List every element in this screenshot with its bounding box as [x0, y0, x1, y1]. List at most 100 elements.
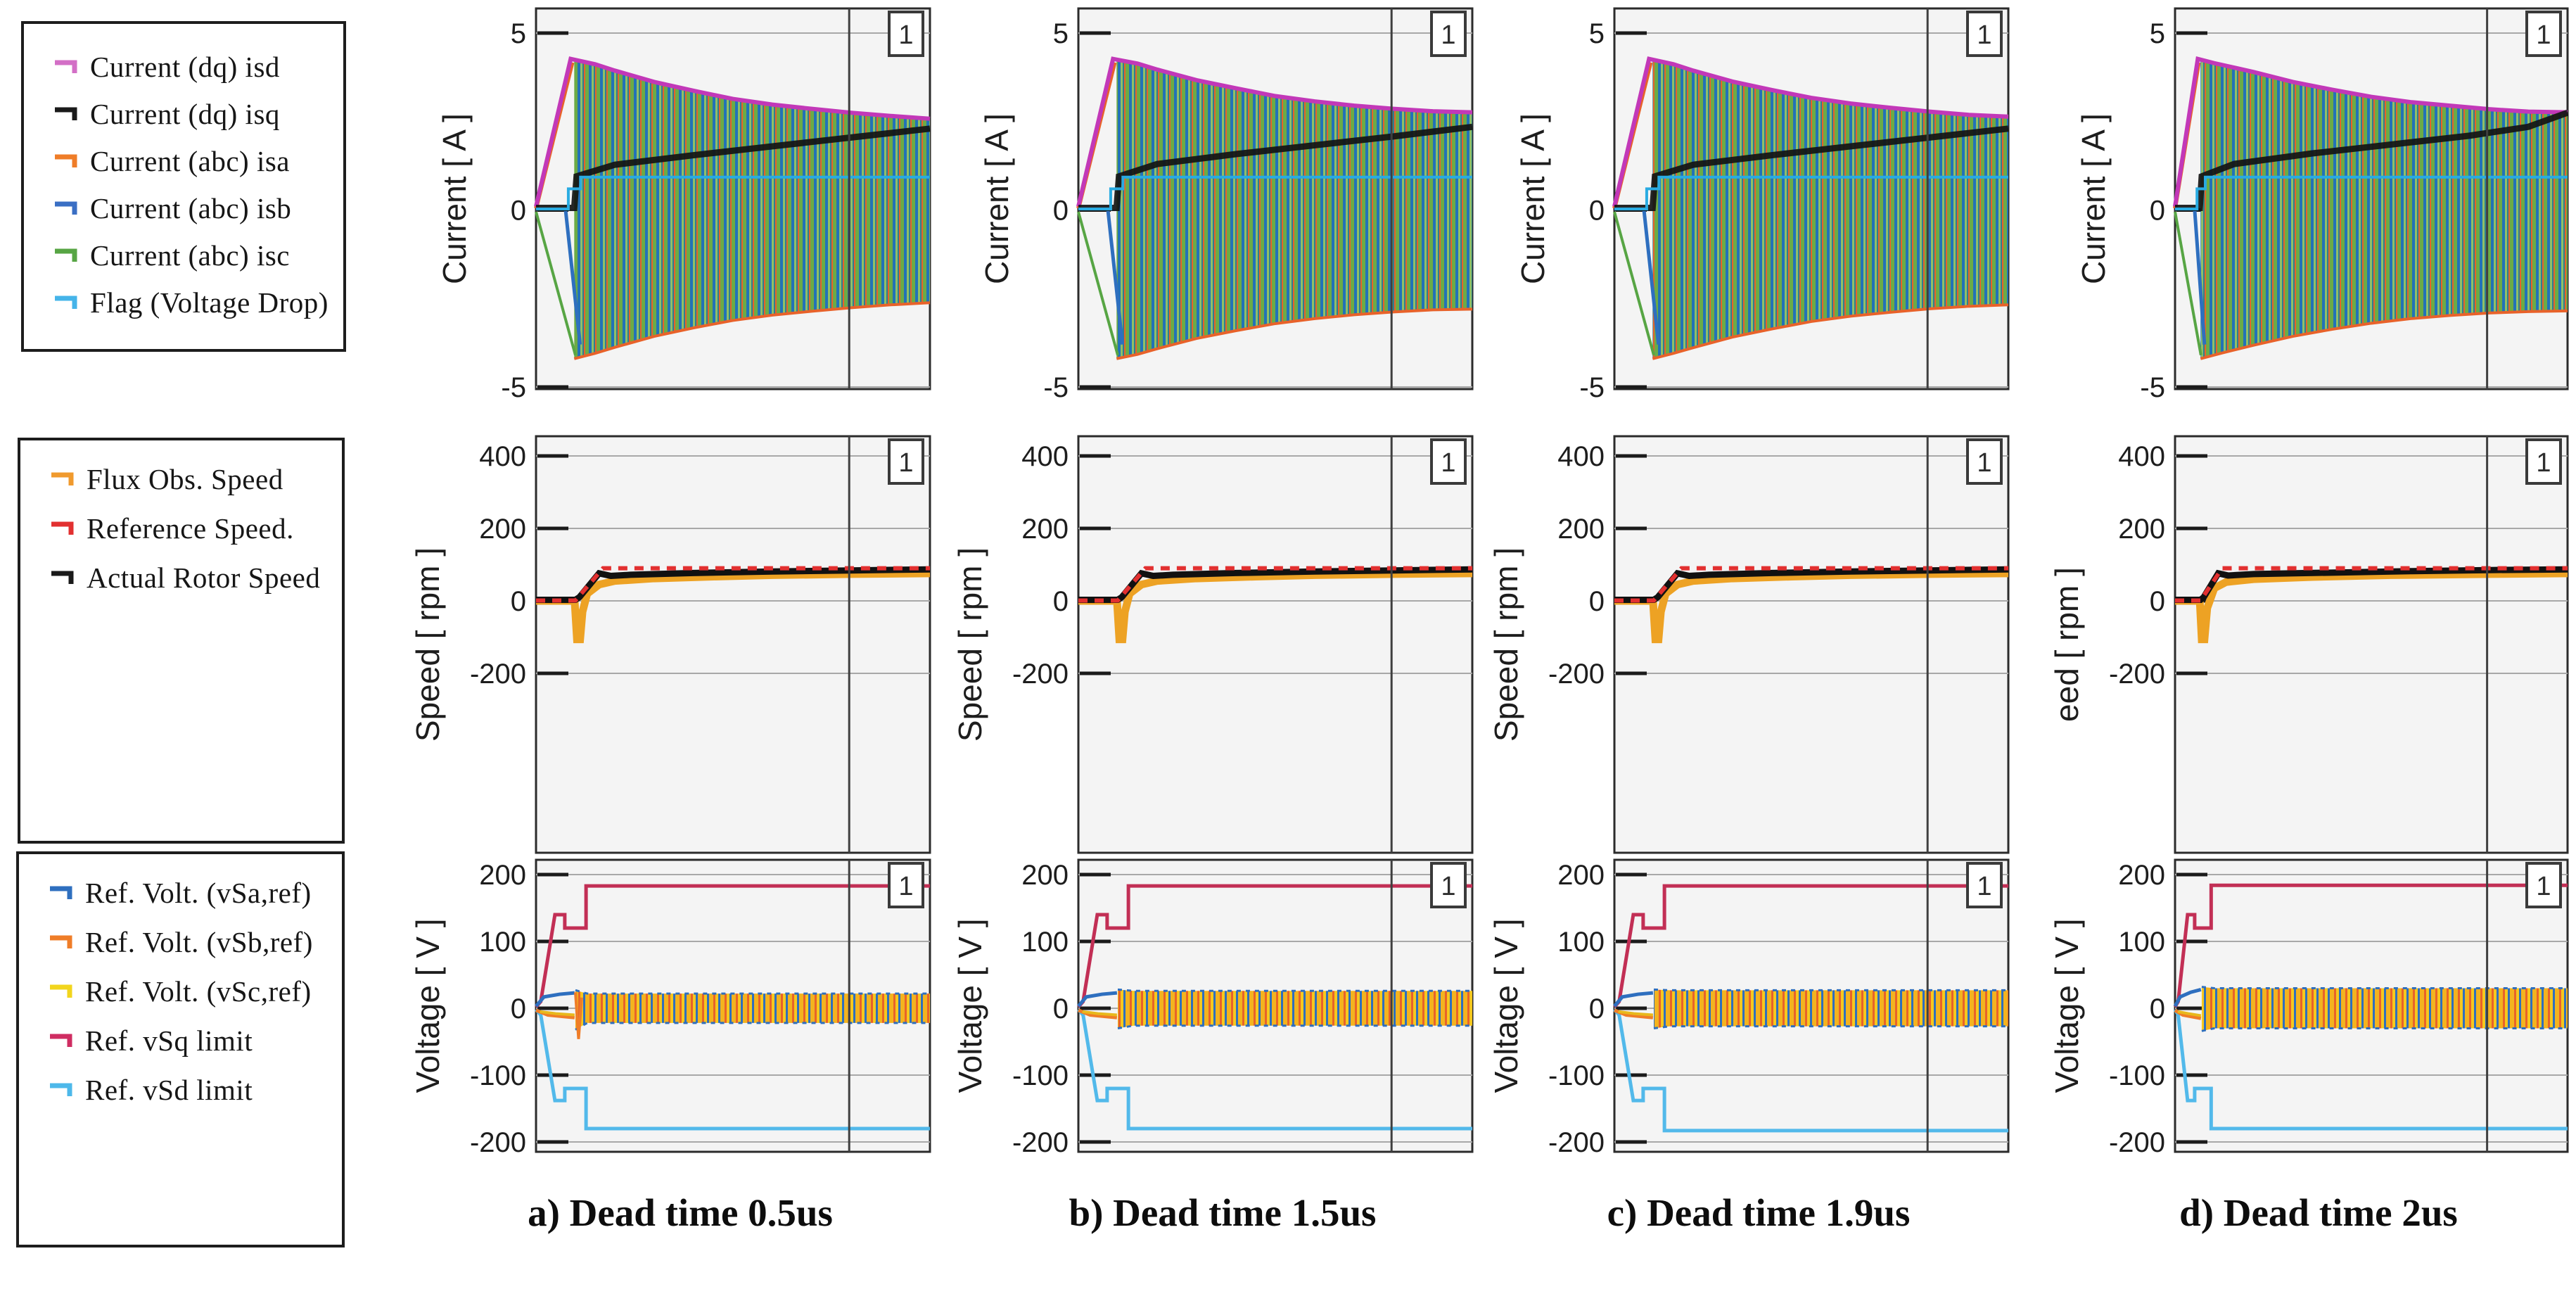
legend-item-label: Current (abc) isb: [90, 191, 292, 224]
cursor-badge-label: 1: [1441, 872, 1455, 901]
cursor-badge[interactable]: [2525, 11, 2562, 57]
y-tick-label: -100: [1012, 1060, 1069, 1091]
cursor-badge[interactable]: [2525, 438, 2562, 485]
cursor-badge[interactable]: [1430, 862, 1467, 908]
y-tick-label: -200: [2109, 659, 2165, 690]
legend-item-label: Reference Speed.: [87, 512, 294, 545]
band-top-edge: [575, 989, 930, 995]
y-tick-label: 5: [511, 18, 526, 49]
y-tick-label: -200: [2109, 1127, 2165, 1158]
y-tick-label: 0: [511, 586, 526, 617]
series-line-Ref. Volt. (vSc,ref) start: [1618, 1010, 1654, 1017]
y-axis-label: Current [ A ]: [436, 113, 473, 284]
series-line-Current (dq) isd: [534, 56, 931, 208]
y-tick-label: 200: [479, 860, 526, 891]
series-line-Ref. vSq limit: [1613, 884, 2008, 1008]
legend-item-label: Current (dq) isd: [90, 50, 280, 83]
legend-item-label: Flux Obs. Speed: [87, 463, 283, 495]
y-tick-label: -200: [1548, 659, 1605, 690]
series-line-Ref. vSd limit: [535, 1008, 930, 1131]
series-line-Current (abc) isc start: [1613, 211, 1655, 356]
legend-item-label: Actual Rotor Speed: [87, 561, 321, 594]
legend-box-voltages: Ref. Volt. (vSa,ref) Ref. Volt. (vSb,ref)…: [16, 851, 345, 1247]
y-axis-label: Voltage [ V ]: [409, 918, 446, 1093]
plot-voltage-c: 200 100 0 -100 -200 Voltage [ V ] 1: [1488, 858, 2010, 1158]
series-line-Ref. Volt. (vSb,ref) start: [2174, 1008, 2202, 1020]
band-bottom-edge: [1653, 1025, 2008, 1029]
series-band-abc-current-envelope: [574, 59, 930, 359]
legend-marker-icon: [51, 472, 74, 485]
legend-item: Ref. Volt. (vSa,ref): [19, 868, 342, 917]
plot-current-a: 5 0 -5 Current [ A ] 1: [436, 7, 931, 403]
legend-marker-icon: [50, 984, 72, 998]
y-tick-label: 400: [479, 441, 526, 472]
legend-marker-icon: [50, 1034, 72, 1047]
plot-current-c: 5 0 -5 Current [ A ] 1: [1515, 7, 2010, 403]
series-line-Flux Obs. Speed: [536, 569, 931, 644]
y-tick-label: 100: [479, 927, 526, 958]
series-line-Actual Rotor Speed: [536, 566, 931, 603]
legend-item-label: Ref. Volt. (vSb,ref): [85, 926, 313, 958]
y-tick-label: 0: [2150, 586, 2165, 617]
y-axis-label: Current [ A ]: [2075, 113, 2112, 284]
cursor-badge-label: 1: [898, 20, 913, 50]
legend-item: Current (dq) isq: [24, 90, 343, 137]
cursor-badge[interactable]: [888, 11, 924, 57]
cursor-badge[interactable]: [1966, 11, 2003, 57]
legend-marker-icon: [55, 248, 77, 262]
y-tick-label: -200: [1548, 1127, 1605, 1158]
y-tick-label: 0: [1589, 993, 1605, 1024]
series-line-Ref. Volt. (vSa,ref) start: [535, 991, 575, 1008]
series-line-Reference Speed.: [1614, 566, 2008, 603]
series-line-Ref. Volt. (vSc,ref) start: [540, 1010, 575, 1017]
y-tick-label: 400: [1021, 441, 1069, 472]
legend-item-label: Current (abc) isa: [90, 144, 290, 177]
y-tick-label: 0: [2150, 993, 2165, 1024]
series-line-Actual Rotor Speed: [2175, 566, 2568, 603]
cursor-badge[interactable]: [1430, 11, 1467, 57]
y-tick-label: 400: [2118, 441, 2165, 472]
plot-voltage-d: 200 100 0 -100 -200 Voltage [ V ] 1: [2048, 858, 2569, 1158]
series-line-Ref. vSd limit: [1613, 1008, 2008, 1133]
cursor-badge[interactable]: [1966, 438, 2003, 485]
cursor-badge[interactable]: [888, 438, 924, 485]
cursor-badge-label: 1: [2536, 20, 2551, 50]
y-tick-label: 200: [1021, 514, 1069, 545]
series-line-Ref. vSd limit: [1077, 1008, 1472, 1131]
cursor-badge[interactable]: [1430, 438, 1467, 485]
series-line-Flag (Voltage Drop): [1078, 175, 1472, 210]
band-bottom-edge: [573, 301, 931, 360]
y-tick-label: 100: [1557, 927, 1605, 958]
y-tick-label: 0: [2150, 196, 2165, 227]
series-line-Current (abc) isb start: [1642, 210, 1661, 345]
series-band-phase-voltage-band: [1118, 989, 1472, 1029]
series-line-Ref. Volt. (vSa,ref) start: [2173, 987, 2202, 1008]
y-tick-label: 0: [1589, 586, 1605, 617]
y-axis-label: Speed [ rpm ]: [1488, 547, 1524, 742]
y-tick-label: 200: [1557, 514, 1605, 545]
series-line-Current (abc) isb start: [2193, 210, 2207, 345]
series-line-Ref. Volt. (vSc,ref) start: [1082, 1010, 1118, 1017]
y-axis-label: Voltage [ V ]: [2048, 918, 2085, 1093]
series-line-Reference Speed.: [1078, 566, 1472, 603]
plot-speed-c: 400 200 0 -200 Speed [ rpm ] 1: [1488, 435, 2010, 854]
legend-item-label: Ref. vSq limit: [85, 1024, 253, 1057]
y-tick-label: -5: [1579, 372, 1605, 403]
legend-marker-icon: [51, 521, 74, 535]
series-line-Ref. vSq limit: [2173, 883, 2568, 1008]
cursor-badge[interactable]: [1966, 862, 2003, 908]
legend-item-label: Ref. vSd limit: [85, 1074, 253, 1106]
series-line-Flux Obs. Speed: [2175, 569, 2568, 644]
y-tick-label: 0: [1589, 196, 1605, 227]
series-line-Ref. Volt. (vSa,ref) start: [1077, 991, 1118, 1008]
plot-voltage-b: 200 100 0 -100 -200 Voltage [ V ] 1: [952, 858, 1474, 1158]
cursor-badge[interactable]: [888, 862, 924, 908]
legend-item: Ref. Volt. (vSb,ref): [19, 917, 342, 967]
cursor-badge-label: 1: [1441, 448, 1455, 478]
legend-marker-icon: [55, 296, 77, 309]
cursor-badge[interactable]: [2525, 862, 2562, 908]
y-tick-label: 0: [511, 196, 526, 227]
y-axis-label: Voltage [ V ]: [1488, 918, 1524, 1093]
y-tick-label: -200: [470, 1127, 526, 1158]
